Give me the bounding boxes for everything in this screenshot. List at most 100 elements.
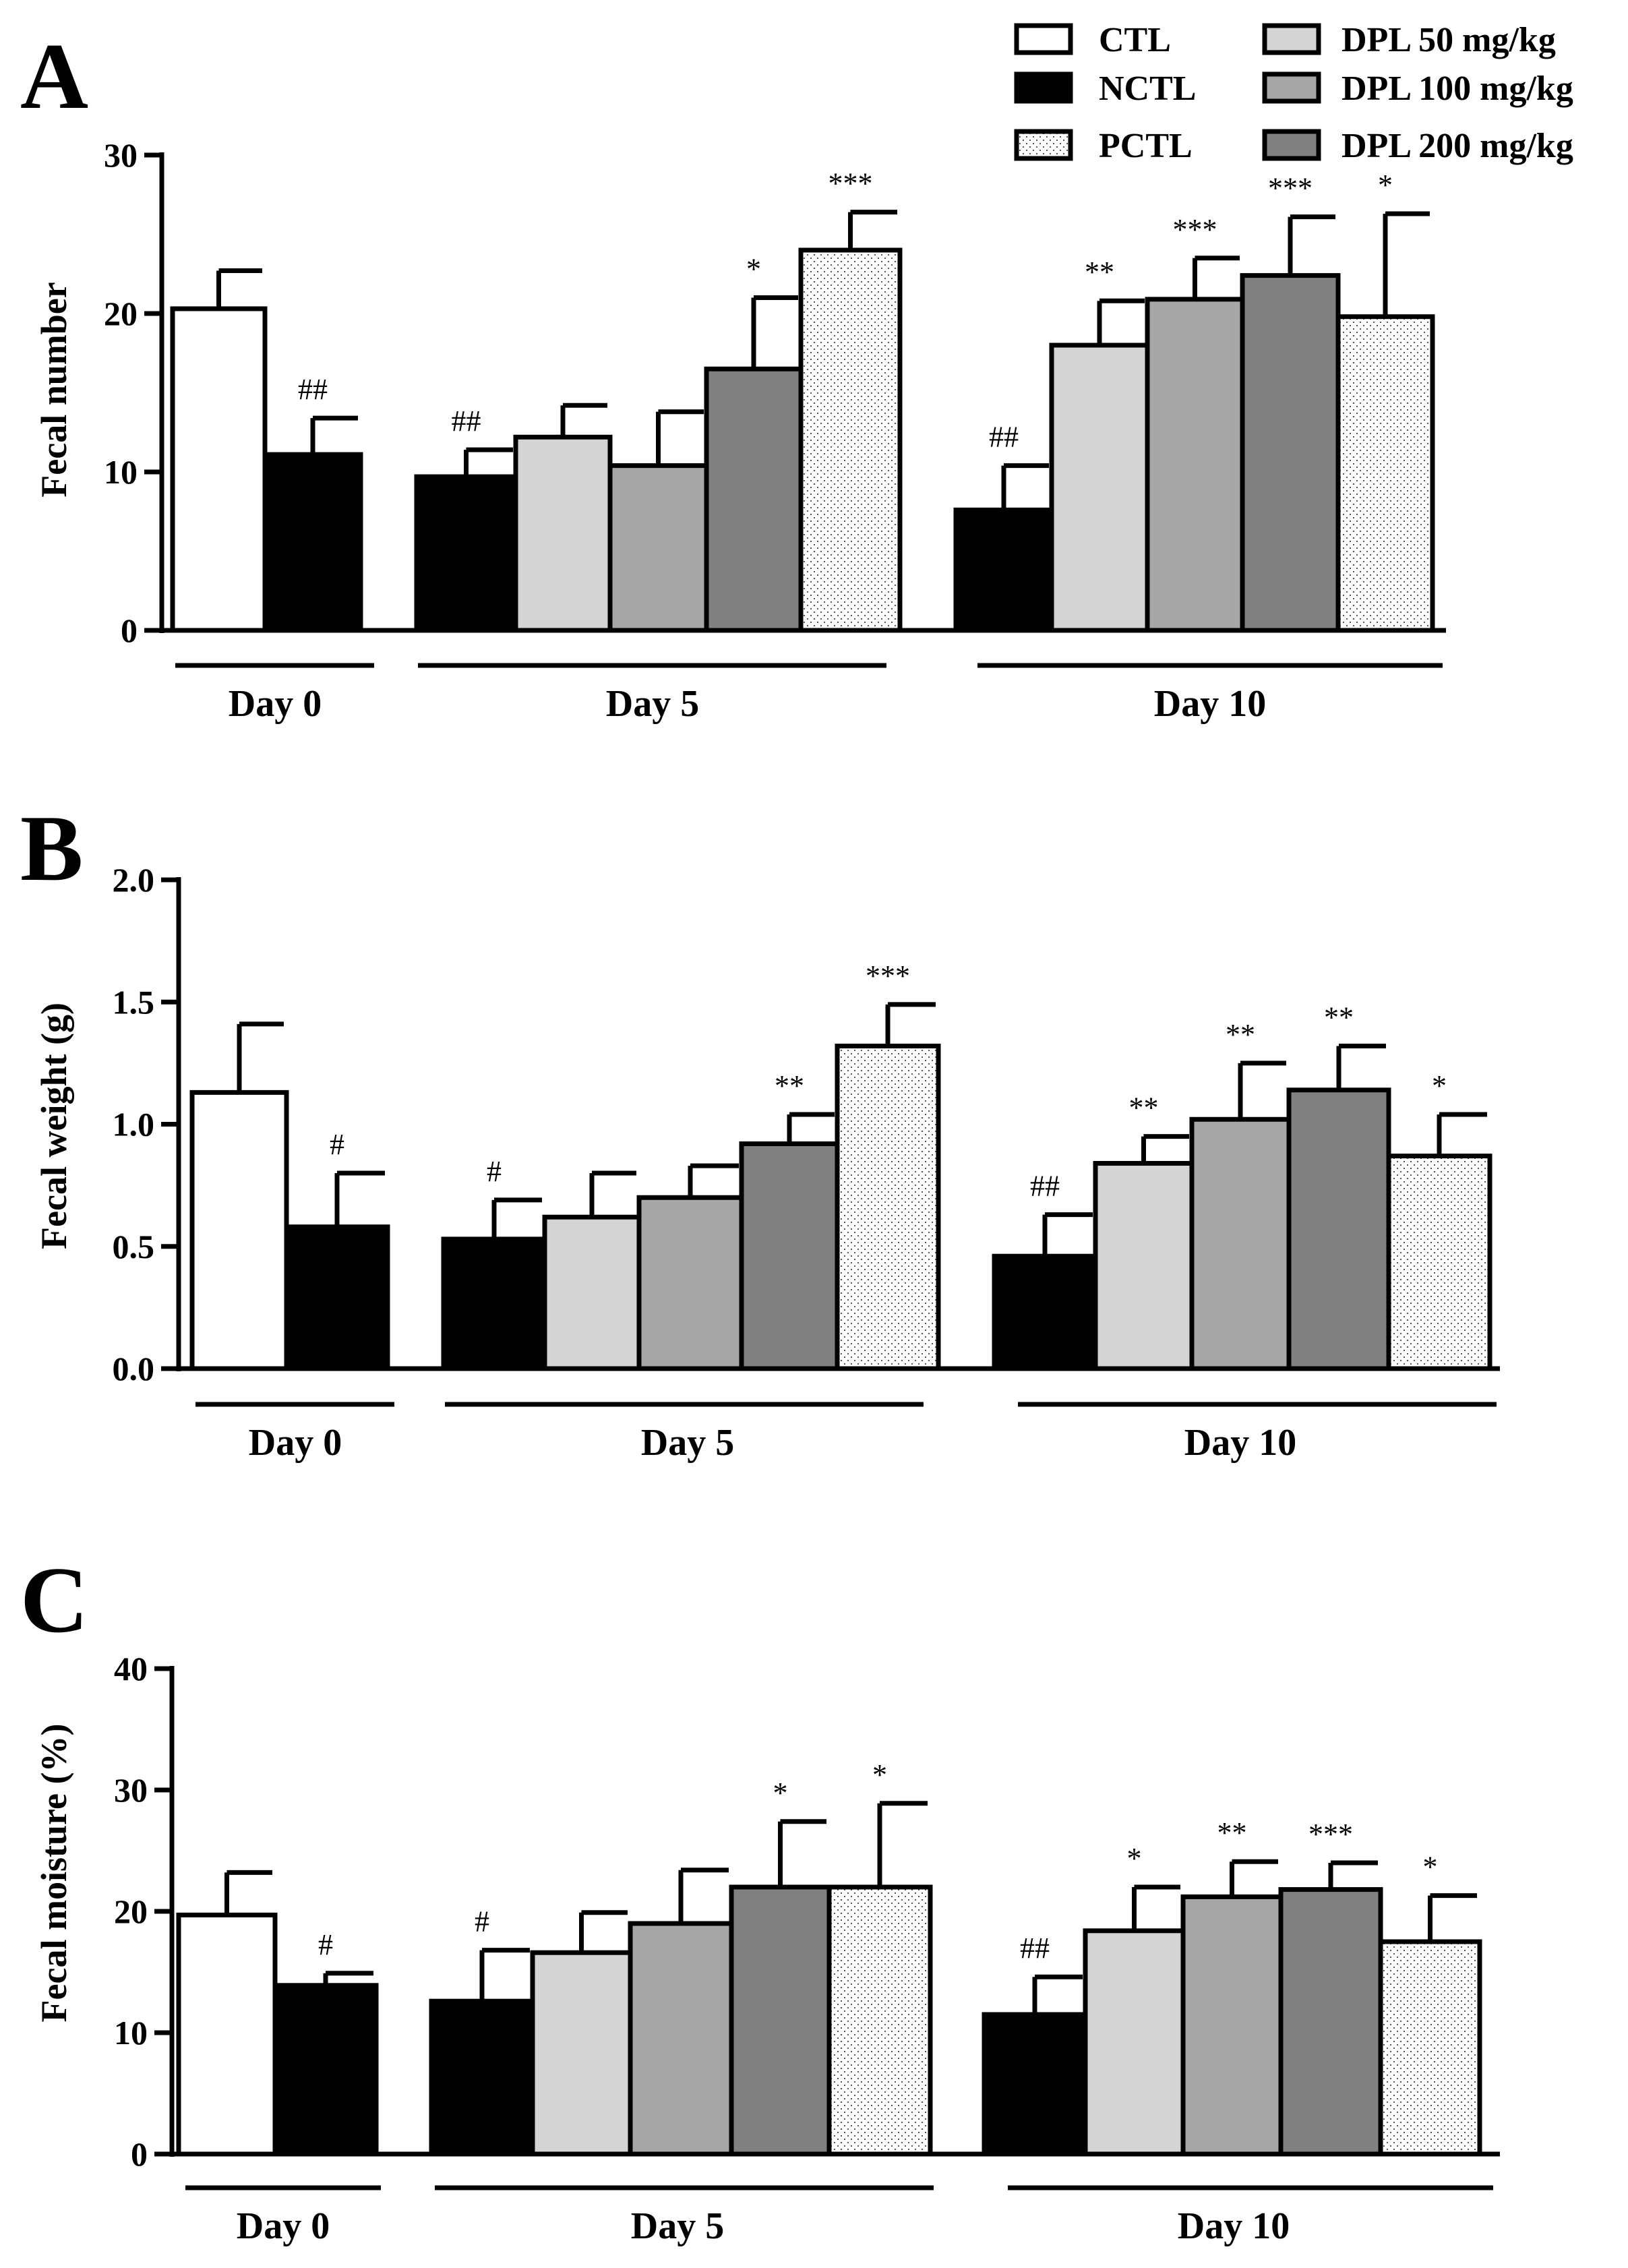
significance-label: ## (989, 421, 1019, 454)
bar-day5-nctl (414, 474, 518, 633)
bar-day5-dpl200mgkg (704, 366, 804, 633)
significance-label: ** (1217, 1816, 1247, 1849)
significance-label: * (1378, 169, 1393, 202)
bar-day5-nctl (441, 1236, 547, 1371)
significance-label: # (487, 1155, 502, 1188)
y-tick-label: 20 (104, 295, 138, 332)
bar-day10-nctl (953, 507, 1054, 633)
bar-day0-nctl (262, 452, 363, 633)
ylabel-b: Fecal weight (g) (34, 1003, 74, 1249)
bar-day0-nctl (272, 1983, 379, 2157)
legend-label-dpl50: DPL 50 mg/kg (1341, 21, 1556, 59)
y-tick-label: 0 (131, 2135, 148, 2173)
significance-label: *** (1173, 213, 1217, 246)
significance-label: * (746, 253, 761, 286)
significance-label: ** (775, 1069, 804, 1102)
bar-day0-ctl (189, 1090, 289, 1371)
group-label-day10: Day 10 (1184, 1422, 1296, 1464)
bar-day10-pctl (1386, 1154, 1493, 1371)
significance-label: ## (1020, 1932, 1050, 1965)
bar-day10-dpl100mgkg (1180, 1894, 1284, 2157)
bar-day5-dpl200mgkg (739, 1141, 840, 1371)
bar-day5-dpl100mgkg (636, 1195, 744, 1371)
bar-day10-dpl50mgkg (1049, 342, 1150, 633)
bar-day5-dpl50mgkg (513, 434, 613, 633)
bar-day5-dpl100mgkg (628, 1921, 734, 2157)
group-label-day0: Day 0 (229, 683, 322, 725)
bar-day10-dpl200mgkg (1278, 1887, 1383, 2157)
y-tick-label: 2.0 (113, 861, 155, 899)
bar-day5-dpl50mgkg (530, 1950, 633, 2157)
y-tick-label: 0.5 (113, 1228, 155, 1265)
bar-day10-nctl (982, 2012, 1088, 2157)
significance-label: * (1127, 1842, 1142, 1875)
bar-day10-dpl50mgkg (1093, 1161, 1195, 1371)
legend-swatch-pctl (1014, 129, 1073, 161)
legend-swatch-dpl200 (1262, 129, 1321, 161)
bar-day5-dpl100mgkg (607, 463, 709, 633)
group-label-day5: Day 5 (606, 683, 699, 725)
significance-label: *** (866, 959, 910, 992)
significance-label: ## (452, 405, 481, 438)
bar-day5-pctl (826, 1884, 933, 2157)
bar-day10-dpl200mgkg (1240, 273, 1341, 633)
bar-day0-ctl (176, 1912, 278, 2157)
bar-day10-nctl (992, 1253, 1098, 1371)
significance-label: # (330, 1128, 344, 1161)
significance-label: ** (1226, 1018, 1255, 1051)
significance-label: # (475, 1905, 489, 1938)
y-tick-label: 30 (104, 136, 138, 174)
group-label-day0: Day 0 (249, 1422, 342, 1464)
legend-swatch-ctl (1014, 23, 1073, 55)
significance-label: *** (828, 167, 873, 200)
significance-label: *** (1268, 172, 1313, 205)
significance-label: ## (298, 373, 328, 406)
bar-day5-nctl (429, 1998, 535, 2157)
ylabel-a: Fecal number (34, 282, 74, 497)
significance-label: ** (1324, 1001, 1354, 1034)
bar-day5-dpl200mgkg (729, 1884, 832, 2157)
significance-label: ## (1030, 1170, 1060, 1203)
bar-day5-pctl (798, 247, 903, 633)
legend-swatch-dpl100 (1262, 71, 1321, 104)
ylabel-c: Fecal moisture (%) (34, 1724, 74, 2023)
y-tick-label: 0 (121, 611, 138, 649)
legend-label-pctl: PCTL (1099, 127, 1193, 165)
bar-day0-ctl (170, 306, 268, 633)
bar-day10-dpl200mgkg (1286, 1087, 1391, 1371)
panel-letter-c: C (20, 1548, 88, 1652)
significance-label: * (773, 1777, 788, 1810)
significance-label: * (872, 1758, 887, 1791)
panel-b: B Fecal weight (g) 0.00.51.01.52.0##****… (20, 796, 1500, 1464)
y-tick-label: 20 (114, 1892, 148, 1930)
legend-label-nctl: NCTL (1099, 69, 1196, 108)
group-label-day5: Day 5 (641, 1422, 734, 1464)
legend-label-ctl: CTL (1099, 21, 1171, 59)
legend-label-dpl100: DPL 100 mg/kg (1341, 69, 1573, 108)
y-tick-label: 10 (104, 453, 138, 491)
bar-day10-dpl100mgkg (1189, 1116, 1292, 1371)
legend: CTL NCTL PCTL DPL 50 mg/kg DPL 100 mg/kg… (1014, 21, 1573, 165)
y-tick-label: 0.0 (113, 1350, 155, 1387)
bar-day5-pctl (835, 1044, 941, 1371)
significance-label: * (1432, 1069, 1447, 1102)
bar-day10-dpl100mgkg (1145, 297, 1245, 633)
bar-day10-dpl50mgkg (1083, 1928, 1186, 2157)
bar-day0-nctl (284, 1224, 390, 1371)
y-tick-label: 30 (114, 1771, 148, 1809)
bar-day5-dpl50mgkg (542, 1214, 642, 1371)
group-label-day0: Day 0 (237, 2205, 330, 2247)
group-label-day5: Day 5 (631, 2205, 724, 2247)
panel-a: A Fecal number 0102030####****##********… (20, 24, 1446, 725)
significance-label: ** (1129, 1092, 1159, 1125)
significance-label: *** (1308, 1818, 1353, 1851)
panel-letter-a: A (20, 24, 88, 129)
y-tick-label: 1.0 (113, 1106, 155, 1143)
group-label-day10: Day 10 (1154, 683, 1266, 725)
legend-swatch-dpl50 (1262, 23, 1321, 55)
y-tick-label: 40 (114, 1650, 148, 1688)
significance-label: * (1423, 1851, 1438, 1884)
panel-letter-b: B (20, 796, 83, 901)
